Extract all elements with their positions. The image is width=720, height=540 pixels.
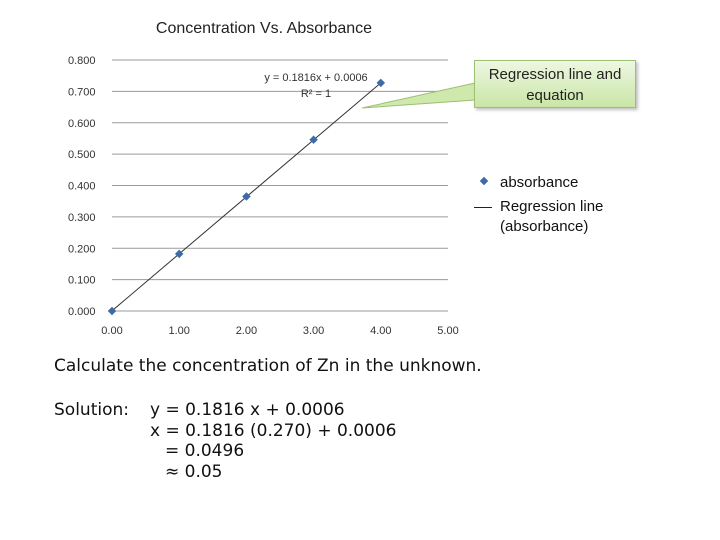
data-point [376, 78, 386, 88]
legend-label-absorbance: absorbance [500, 174, 579, 191]
x-tick-label: 2.00 [236, 325, 257, 337]
y-tick-label: 0.800 [68, 55, 96, 67]
r-squared-label: R² = 1 [301, 88, 331, 100]
callout-line-1: Regression line and [488, 66, 622, 83]
line-marker-icon [474, 199, 492, 213]
chart-title: Concentration Vs. Absorbance [155, 20, 373, 37]
y-tick-label: 0.200 [68, 243, 96, 255]
regression-callout: Regression line and equation [474, 60, 636, 108]
solution-line-1: y = 0.1816 x + 0.0006 [150, 400, 345, 420]
y-tick-label: 0.000 [68, 306, 96, 318]
y-tick-label: 0.400 [68, 181, 96, 193]
y-tick-label: 0.300 [68, 212, 96, 224]
x-tick-label: 0.00 [101, 325, 122, 337]
y-tick-label: 0.600 [68, 118, 96, 130]
solution-line-2: x = 0.1816 (0.270) + 0.0006 [150, 421, 397, 441]
data-point [174, 249, 184, 259]
callout-line-2: equation [526, 87, 584, 104]
data-point [107, 306, 117, 316]
solution-label: Solution: [54, 400, 129, 420]
diamond-marker-icon [478, 175, 492, 189]
x-tick-label: 1.00 [168, 325, 189, 337]
legend-label-regression-sub: (absorbance) [500, 218, 589, 235]
data-point [309, 135, 318, 144]
y-tick-label: 0.100 [68, 275, 96, 287]
y-tick-label: 0.700 [68, 86, 96, 98]
x-tick-label: 4.00 [370, 325, 391, 337]
y-tick-label: 0.500 [68, 149, 96, 161]
callout-pointer [361, 82, 476, 109]
legend-item-absorbance: absorbance [478, 173, 603, 193]
x-tick-label: 5.00 [437, 325, 458, 337]
legend-item-regression: Regression line (absorbance) [474, 197, 604, 237]
problem-statement: Calculate the concentration of Zn in the… [54, 356, 482, 376]
legend-label-regression: Regression line [500, 198, 604, 215]
regression-equation: y = 0.1816x + 0.0006 [264, 72, 367, 84]
solution-line-4: ≈ 0.05 [165, 462, 223, 482]
data-point [242, 192, 251, 201]
solution-line-3: = 0.0496 [165, 441, 245, 461]
x-tick-label: 3.00 [303, 325, 324, 337]
chart-legend: absorbance Regression line (absorbance) [474, 173, 604, 241]
